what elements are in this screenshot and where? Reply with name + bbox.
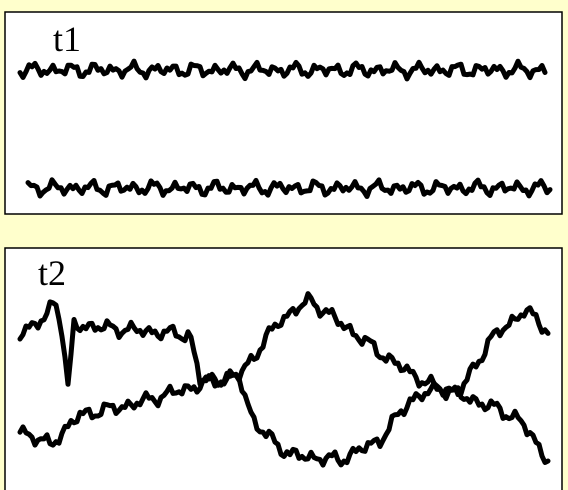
signal-trace [25,177,553,199]
signal-trace [17,291,551,448]
panel-1 [4,11,563,215]
signal-trace [17,58,548,82]
panel-label: t2 [38,253,66,293]
panel-label: t1 [53,19,81,59]
